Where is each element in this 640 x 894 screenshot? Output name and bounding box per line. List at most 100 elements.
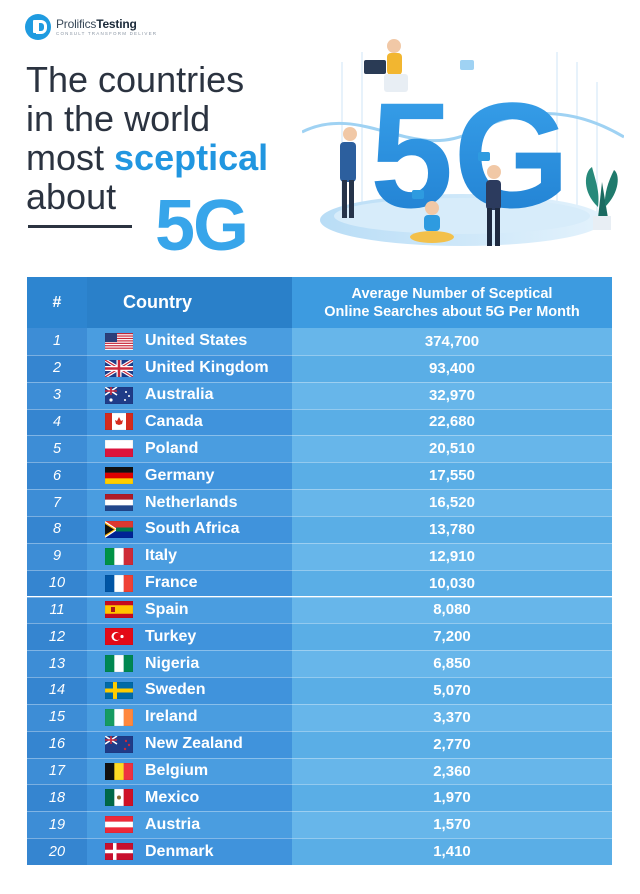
- flag-nl-icon: [105, 494, 133, 512]
- table-row: 16 New Zealand 2,770: [27, 730, 612, 758]
- row-divider: [27, 677, 612, 679]
- country-cell: France: [87, 569, 292, 597]
- flag-se-icon: [105, 681, 133, 699]
- table-row: 6 Germany 17,550: [27, 462, 612, 490]
- 5g-illustration: 5G: [302, 39, 624, 246]
- row-divider: [27, 354, 612, 356]
- grid-lines-decoration: [341, 52, 598, 212]
- table-row: 8 South Africa 13,780: [27, 515, 612, 543]
- country-name: Australia: [145, 386, 214, 404]
- row-divider: [27, 757, 612, 759]
- row-divider: [27, 811, 612, 813]
- country-cell: Italy: [87, 542, 292, 570]
- search-value-cell: 20,510: [292, 435, 612, 463]
- row-divider: [27, 462, 612, 464]
- search-value-cell: 1,410: [292, 838, 612, 865]
- country-name: Germany: [145, 466, 215, 484]
- country-cell: Spain: [87, 596, 292, 624]
- row-divider: [27, 623, 612, 625]
- title-underline: [28, 225, 132, 228]
- row-divider: [27, 515, 612, 517]
- rank-cell: 11: [27, 596, 87, 624]
- person-standing-left: [340, 127, 357, 218]
- flag-dk-icon: [105, 843, 133, 861]
- country-cell: Austria: [87, 811, 292, 839]
- country-name: Denmark: [145, 842, 214, 860]
- person-standing-right: [486, 165, 501, 246]
- row-divider: [27, 408, 612, 410]
- flag-pl-icon: [105, 440, 133, 458]
- row-divider: [27, 596, 612, 598]
- search-value-cell: 12,910: [292, 542, 612, 570]
- chat-bubble-icon: [478, 152, 490, 161]
- sceptical-searches-table: # Country Average Number of Sceptical On…: [27, 277, 612, 865]
- country-cell: Netherlands: [87, 489, 292, 516]
- flag-ie-icon: [105, 708, 133, 726]
- rank-cell: 19: [27, 811, 87, 839]
- search-value-cell: 7,200: [292, 623, 612, 651]
- country-name: New Zealand: [145, 735, 243, 753]
- country-cell: Canada: [87, 408, 292, 436]
- search-value-cell: 374,700: [292, 328, 612, 355]
- search-value-cell: 32,970: [292, 381, 612, 409]
- rank-cell: 18: [27, 784, 87, 812]
- flag-za-icon: [105, 520, 133, 538]
- search-value-cell: 5,070: [292, 677, 612, 704]
- flag-it-icon: [105, 547, 133, 565]
- country-name: Spain: [145, 600, 189, 618]
- country-cell: Nigeria: [87, 650, 292, 678]
- table-row: 3 Australia 32,970: [27, 381, 612, 409]
- table-row: 20 Denmark 1,410: [27, 838, 612, 865]
- country-cell: United Kingdom: [87, 354, 292, 382]
- row-divider: [27, 703, 612, 705]
- rank-cell: 2: [27, 354, 87, 382]
- rank-cell: 16: [27, 730, 87, 758]
- row-divider: [27, 730, 612, 732]
- country-cell: South Africa: [87, 515, 292, 543]
- search-value-cell: 6,850: [292, 650, 612, 678]
- header-value-line-2: Online Searches about 5G Per Month: [324, 303, 580, 320]
- country-name: Belgium: [145, 762, 209, 780]
- rank-cell: 8: [27, 515, 87, 543]
- header-country: Country: [87, 277, 292, 328]
- search-value-cell: 2,360: [292, 757, 612, 785]
- search-value-cell: 22,680: [292, 408, 612, 436]
- table-row: 15 Ireland 3,370: [27, 703, 612, 731]
- search-value-cell: 2,770: [292, 730, 612, 758]
- header-rank: #: [27, 277, 87, 328]
- country-cell: Ireland: [87, 703, 292, 731]
- country-name: Canada: [145, 412, 203, 430]
- search-value-cell: 1,570: [292, 811, 612, 839]
- search-value-cell: 13,780: [292, 515, 612, 543]
- row-divider: [27, 784, 612, 786]
- rank-cell: 4: [27, 408, 87, 436]
- flag-nz-icon: [105, 735, 133, 753]
- country-name: Mexico: [145, 788, 200, 806]
- row-divider: [27, 489, 612, 491]
- country-name: France: [145, 574, 198, 592]
- row-divider: [27, 569, 612, 571]
- row-divider: [27, 650, 612, 652]
- country-cell: Turkey: [87, 623, 292, 651]
- country-name: Turkey: [145, 627, 197, 645]
- header-value-line-1: Average Number of Sceptical: [351, 285, 553, 302]
- rank-cell: 1: [27, 328, 87, 355]
- flag-us-icon: [105, 332, 133, 350]
- rank-cell: 20: [27, 838, 87, 865]
- rank-cell: 7: [27, 489, 87, 516]
- country-cell: Mexico: [87, 784, 292, 812]
- chat-bubble-icon: [460, 60, 474, 70]
- brand-tagline: CONSULT TRANSFORM DELIVER: [56, 30, 158, 36]
- flag-be-icon: [105, 762, 133, 780]
- table-row: 13 Nigeria 6,850: [27, 650, 612, 678]
- rank-cell: 12: [27, 623, 87, 651]
- table-row: 2 United Kingdom 93,400: [27, 354, 612, 382]
- brand-logo: ProlificsTesting CONSULT TRANSFORM DELIV…: [25, 14, 157, 40]
- search-value-cell: 1,970: [292, 784, 612, 812]
- table-row: 1 United States 374,700: [27, 328, 612, 355]
- flag-mx-icon: [105, 789, 133, 807]
- person-with-laptop-top: [364, 39, 408, 92]
- country-cell: Sweden: [87, 677, 292, 704]
- country-name: Italy: [145, 547, 178, 565]
- country-name: Austria: [145, 815, 201, 833]
